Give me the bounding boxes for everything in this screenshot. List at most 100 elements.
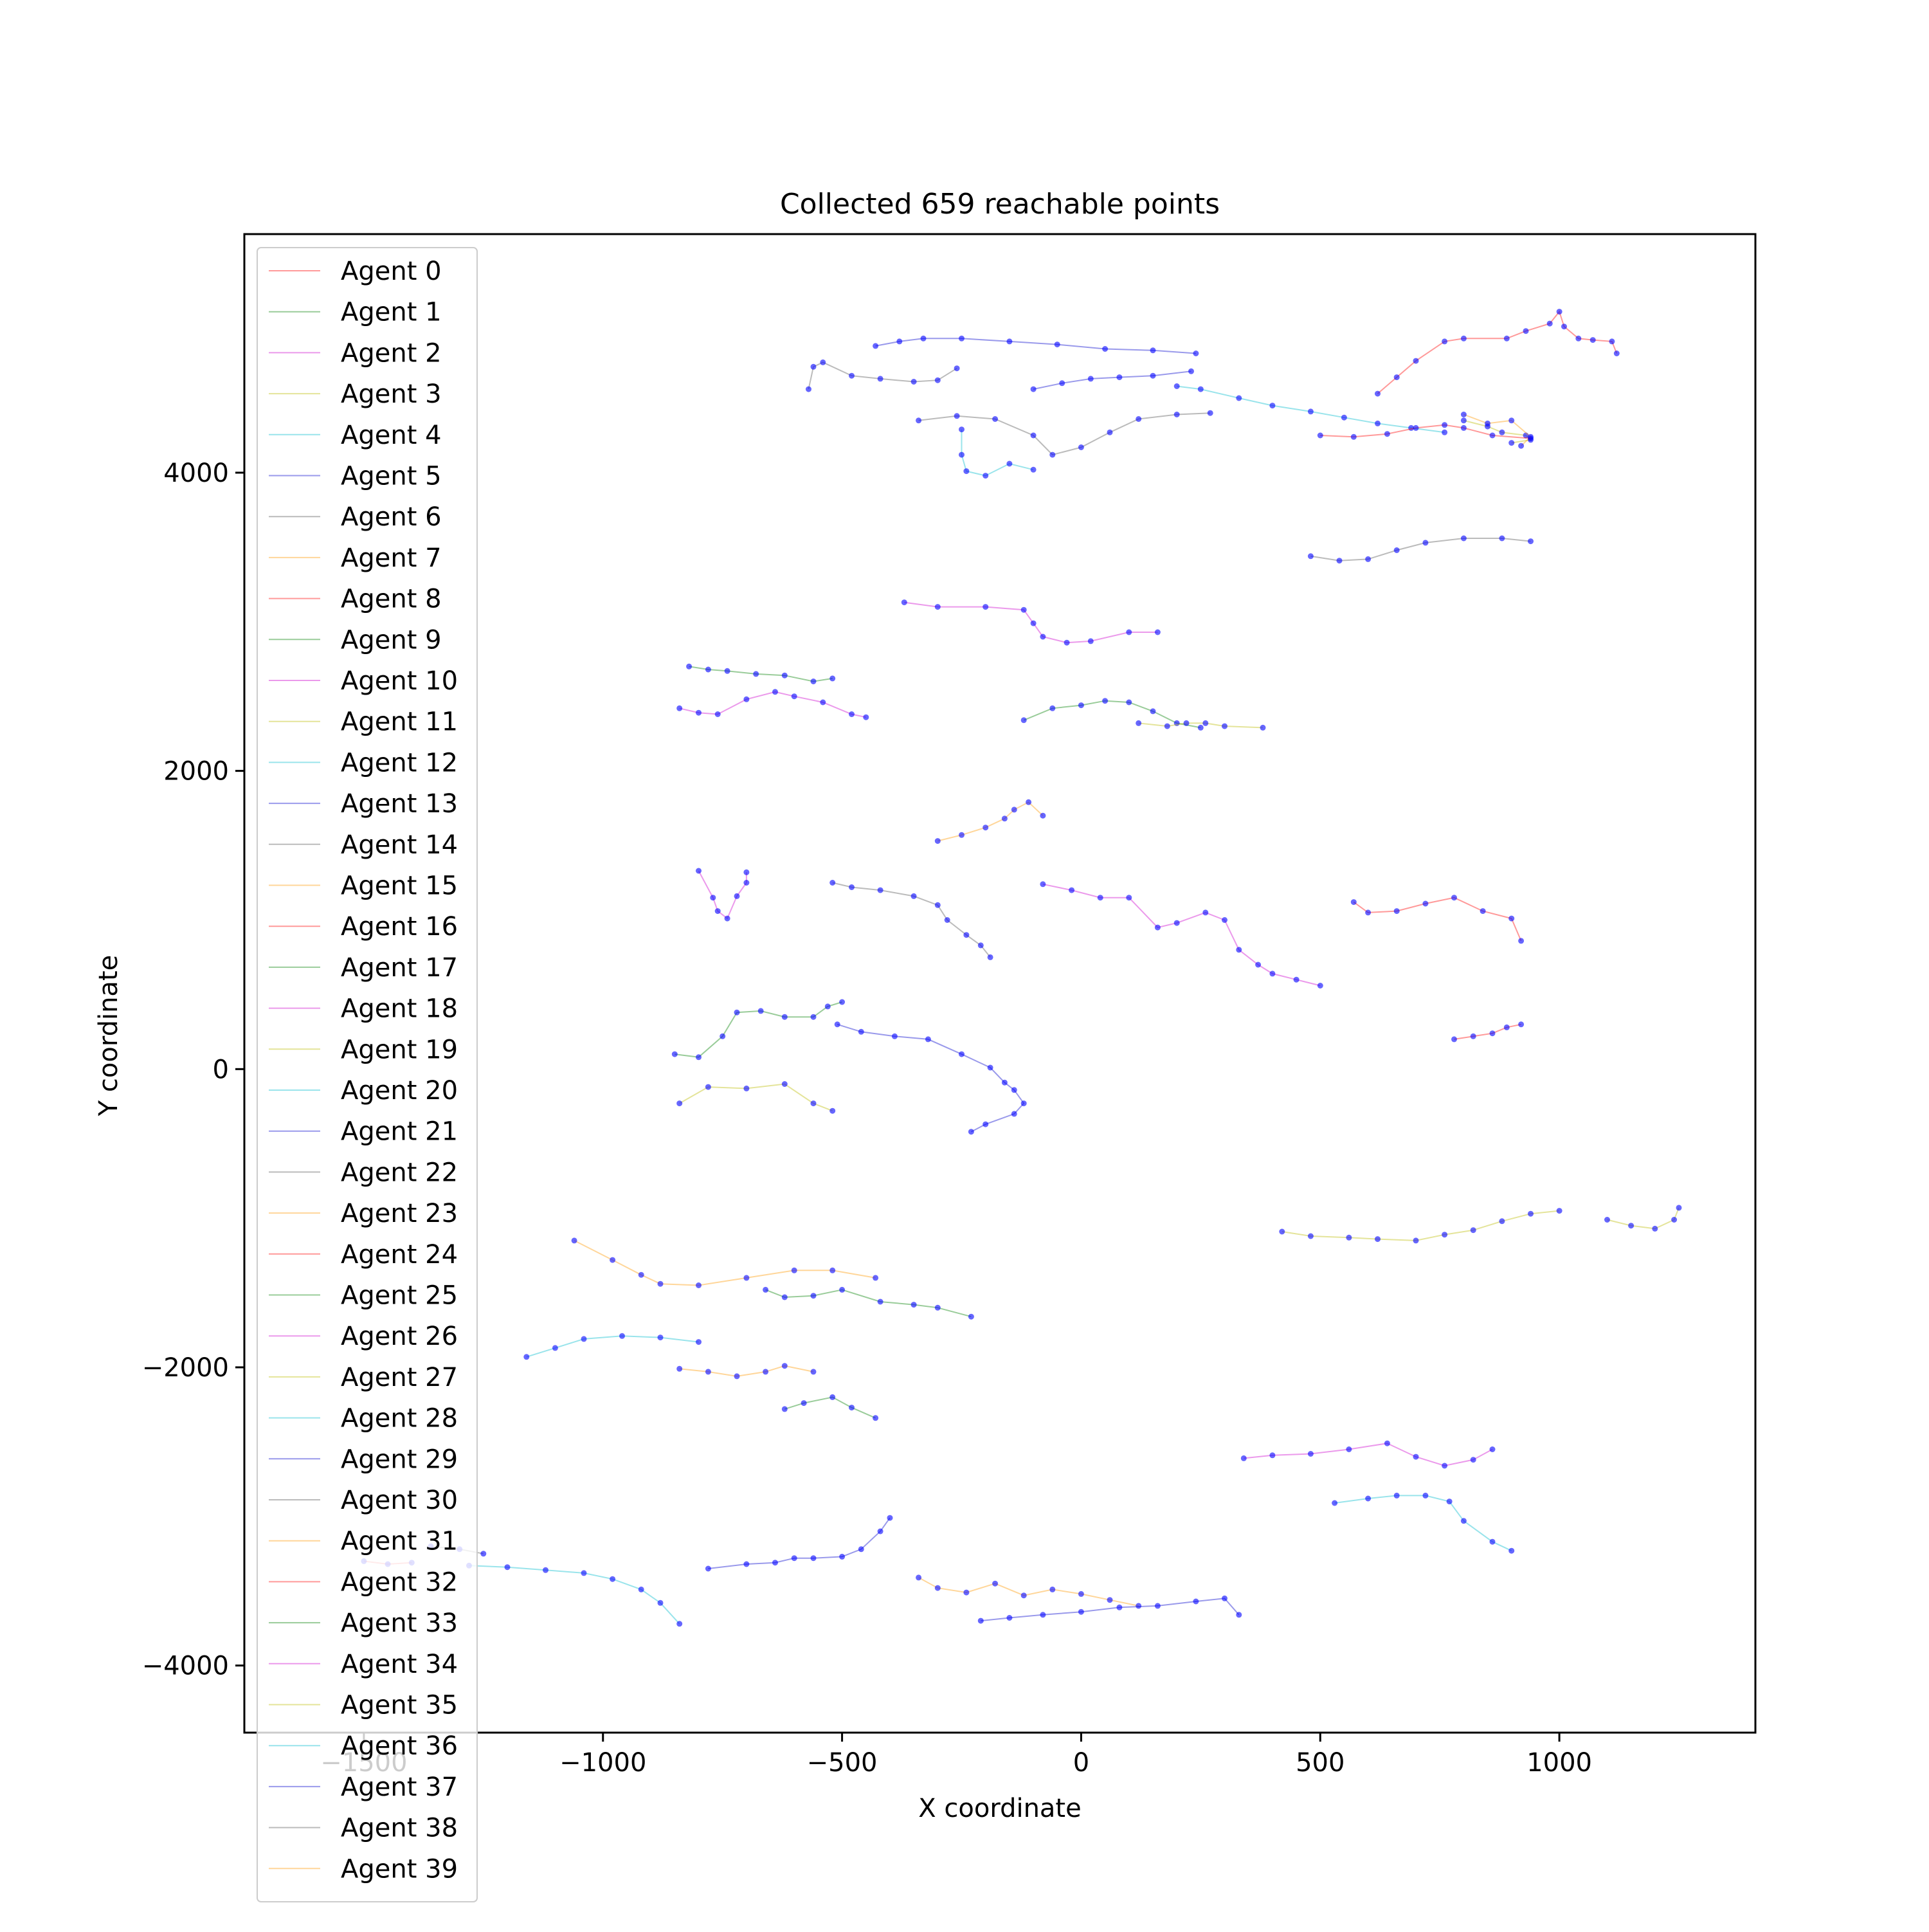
point-agent-16-1 (1365, 909, 1372, 916)
point-agent-18-11 (1293, 976, 1300, 983)
point-agent-20-3 (619, 1333, 625, 1339)
point-agent-27-4 (1413, 1237, 1419, 1244)
point-agent-34-1 (710, 895, 716, 901)
point-agent-4-3 (1269, 403, 1276, 409)
point-agent-6-5 (910, 379, 917, 385)
point-agent-22-4 (934, 902, 941, 908)
legend-label-agent-31: Agent 31 (341, 1527, 458, 1556)
point-agent-35-0 (1604, 1217, 1610, 1223)
legend-label-agent-2: Agent 2 (341, 338, 442, 368)
point-agent-35-1 (1628, 1223, 1635, 1229)
point-agent-0-1 (1393, 374, 1400, 381)
point-agent-28-2 (1393, 1492, 1400, 1499)
series-agent-39 (676, 1363, 817, 1380)
point-agent-8-3 (1413, 424, 1419, 431)
point-agent-24-0 (1451, 1036, 1457, 1043)
point-agent-29-7 (877, 1528, 883, 1535)
series-line-agent-1 (1023, 700, 1201, 729)
point-agent-0-13 (1613, 351, 1620, 356)
point-agent-16-2 (1393, 908, 1400, 915)
legend-label-agent-34: Agent 34 (341, 1650, 458, 1679)
point-agent-38-7 (1136, 416, 1142, 422)
point-agent-25-5 (910, 1302, 917, 1308)
point-agent-27-7 (1499, 1218, 1505, 1225)
series-line-agent-38 (918, 412, 1211, 456)
point-agent-36-4 (610, 1576, 616, 1582)
point-agent-31-0 (916, 1574, 922, 1581)
legend-label-agent-1: Agent 1 (341, 298, 442, 327)
point-agent-38-2 (992, 416, 999, 422)
series-agent-21 (834, 1021, 1027, 1135)
series-agent-18 (1040, 881, 1323, 989)
point-agent-38-4 (1049, 451, 1056, 458)
y-tick-label: −4000 (142, 1652, 229, 1681)
point-agent-12-3 (983, 473, 989, 479)
point-agent-26-0 (1240, 1455, 1247, 1461)
point-agent-27-2 (1346, 1234, 1352, 1241)
point-agent-7-2 (1508, 417, 1515, 424)
point-agent-26-5 (1413, 1454, 1419, 1460)
point-agent-0-0 (1375, 390, 1381, 397)
point-agent-33-2 (829, 1394, 836, 1400)
legend-label-agent-30: Agent 30 (341, 1486, 458, 1515)
point-agent-22-7 (977, 942, 984, 949)
series-agent-37 (977, 1595, 1242, 1624)
point-agent-4-4 (1307, 408, 1314, 415)
point-agent-18-10 (1269, 971, 1276, 977)
series-line-agent-16 (1353, 897, 1522, 942)
point-agent-9-5 (810, 679, 817, 684)
legend-label-agent-26: Agent 26 (341, 1322, 458, 1351)
point-agent-39-3 (763, 1369, 769, 1375)
legend-label-agent-23: Agent 23 (341, 1199, 458, 1228)
point-agent-27-1 (1307, 1233, 1314, 1239)
point-agent-2-5 (1040, 633, 1046, 640)
point-agent-6-3 (849, 372, 855, 379)
point-agent-37-8 (1236, 1612, 1242, 1618)
point-agent-17-2 (720, 1033, 726, 1039)
point-agent-37-7 (1222, 1595, 1227, 1601)
point-agent-7-0 (1460, 412, 1467, 417)
point-agent-13-4 (1150, 372, 1156, 379)
legend-label-agent-24: Agent 24 (341, 1240, 458, 1270)
y-axis-label: Y coordinate (94, 955, 123, 1117)
point-agent-11-5 (1260, 724, 1266, 731)
series-line-agent-12 (961, 429, 1034, 477)
point-agent-0-6 (1523, 328, 1529, 334)
point-agent-21-6 (1001, 1079, 1008, 1086)
point-agent-3-5 (1508, 440, 1515, 446)
point-agent-0-12 (1609, 338, 1615, 345)
point-agent-4-0 (1173, 383, 1180, 389)
legend-label-agent-15: Agent 15 (341, 871, 458, 901)
series-agent-16 (1350, 895, 1525, 944)
point-agent-0-5 (1503, 335, 1510, 342)
series-line-agent-27 (1281, 1210, 1560, 1241)
point-agent-27-8 (1528, 1210, 1534, 1217)
legend-label-agent-29: Agent 29 (341, 1444, 458, 1474)
point-agent-31-3 (992, 1580, 999, 1587)
point-agent-39-0 (676, 1365, 683, 1372)
point-agent-5-5 (1054, 342, 1060, 348)
point-agent-18-4 (1154, 924, 1161, 931)
point-agent-24-3 (1503, 1024, 1510, 1030)
point-agent-29-3 (791, 1555, 797, 1562)
point-agent-29-5 (839, 1553, 846, 1560)
series-agent-14 (1307, 535, 1534, 564)
point-agent-19-0 (676, 1100, 683, 1107)
point-agent-19-1 (705, 1084, 711, 1090)
point-agent-25-7 (968, 1313, 974, 1320)
point-agent-15-3 (1001, 816, 1008, 822)
point-agent-21-4 (959, 1051, 964, 1057)
point-agent-17-0 (671, 1051, 678, 1057)
point-agent-18-9 (1255, 961, 1262, 968)
legend-label-agent-25: Agent 25 (341, 1281, 458, 1311)
legend-label-agent-38: Agent 38 (341, 1814, 458, 1843)
point-agent-8-6 (1489, 432, 1496, 439)
point-agent-5-1 (896, 338, 903, 345)
point-agent-5-2 (920, 335, 927, 342)
point-agent-1-0 (1020, 717, 1027, 724)
point-agent-0-7 (1546, 320, 1553, 327)
point-agent-24-4 (1518, 1021, 1525, 1028)
series-line-agent-21 (837, 1023, 1025, 1133)
point-agent-1-5 (1150, 708, 1156, 715)
